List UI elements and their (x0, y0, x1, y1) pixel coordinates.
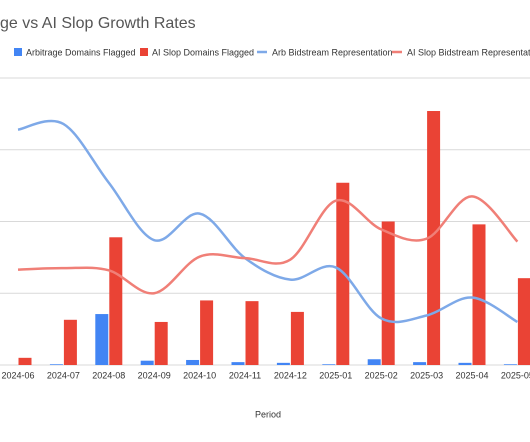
bar (381, 221, 395, 365)
x-tick-label: 2024-10 (183, 370, 216, 380)
bar (472, 224, 486, 365)
x-tick-label: 2025-05 (501, 370, 530, 380)
x-tick-label: 2025-02 (365, 370, 398, 380)
bar (109, 237, 123, 365)
bar (503, 364, 517, 365)
bar (154, 321, 168, 365)
x-tick-label: 2024-09 (138, 370, 171, 380)
bar (49, 364, 63, 365)
line (17, 119, 519, 324)
x-tick-label: 2024-11 (229, 370, 261, 380)
bar (517, 278, 530, 365)
x-tick-label: 2025-01 (319, 370, 352, 380)
legend-label: Arbitrage Domains Flagged (26, 47, 136, 57)
bar (367, 359, 381, 365)
bar (413, 362, 427, 365)
legend-swatch (14, 48, 22, 56)
x-tick-label: 2024-12 (274, 370, 307, 380)
bar (245, 301, 259, 365)
x-axis-label: Period (255, 409, 281, 419)
legend-swatch (140, 48, 148, 56)
x-tick-label: 2024-06 (1, 370, 34, 380)
bar (200, 300, 214, 365)
legend-label: Arb Bidstream Representation (272, 47, 393, 57)
bar (140, 360, 154, 365)
bar (276, 362, 290, 365)
bar (95, 314, 109, 365)
bar (186, 359, 200, 365)
bar (290, 311, 304, 365)
bar (427, 111, 441, 365)
x-tick-label: 2025-03 (410, 370, 443, 380)
bar (322, 364, 336, 365)
bar (63, 319, 77, 365)
chart-title: ge vs AI Slop Growth Rates (0, 15, 196, 32)
bar (458, 362, 472, 365)
x-tick-label: 2025-04 (455, 370, 488, 380)
bar (231, 362, 245, 365)
legend-label: AI Slop Domains Flagged (152, 47, 254, 57)
bar (18, 357, 32, 365)
x-tick-label: 2024-07 (47, 370, 80, 380)
x-tick-label: 2024-08 (92, 370, 125, 380)
legend-label: AI Slop Bidstream Representation (407, 47, 530, 57)
line (17, 195, 519, 295)
